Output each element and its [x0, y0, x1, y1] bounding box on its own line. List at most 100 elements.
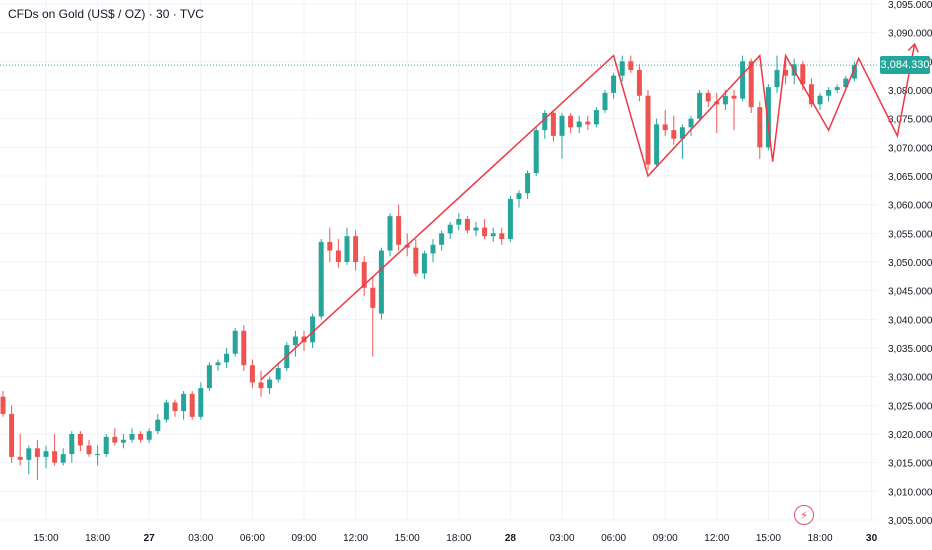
price-tick-label: 3,095.000 — [888, 0, 932, 11]
candle-body — [103, 436, 109, 455]
candle-body — [490, 233, 496, 237]
candle-body — [559, 115, 565, 136]
candle-body — [826, 90, 832, 96]
candle-body — [697, 92, 703, 119]
candle-body — [585, 121, 591, 125]
candle-body — [817, 95, 823, 105]
candle-body — [499, 233, 505, 240]
candle-body — [619, 61, 625, 76]
candle-body — [146, 431, 152, 440]
candle-body — [413, 247, 419, 274]
candle-body — [568, 115, 574, 128]
price-tick-label: 3,030.000 — [888, 373, 932, 384]
candle-body — [645, 95, 651, 165]
candle-body — [224, 353, 230, 363]
time-tick-label: 30 — [866, 533, 878, 544]
symbol-name: CFDs on Gold (US$ / OZ) — [8, 7, 146, 21]
candle-body — [421, 253, 427, 274]
candle-body — [120, 439, 126, 443]
candle-body — [232, 330, 238, 354]
candle-body — [722, 95, 728, 105]
time-axis-area — [0, 525, 878, 550]
price-tick-label: 3,075.000 — [888, 115, 932, 126]
candle-body — [112, 436, 118, 443]
candle-body — [464, 219, 470, 231]
candle-body — [353, 236, 359, 262]
candle-body — [77, 434, 83, 446]
price-tick-label: 3,040.000 — [888, 315, 932, 326]
time-tick-label: 27 — [144, 533, 156, 544]
time-tick-label: 15:00 — [756, 533, 781, 544]
candle-body — [602, 92, 608, 111]
candle-body — [636, 69, 642, 96]
candle-body — [671, 130, 677, 139]
candle-body — [52, 451, 58, 463]
price-tick-label: 3,010.000 — [888, 487, 932, 498]
candle-body — [95, 454, 101, 456]
time-tick-label: 15:00 — [395, 533, 420, 544]
candle-body — [163, 402, 169, 420]
price-tick-label: 3,080.000 — [888, 86, 932, 97]
candle-body — [662, 124, 668, 131]
candle-body — [688, 118, 694, 128]
candle-body — [800, 64, 806, 85]
candle-body — [808, 84, 814, 105]
candle-body — [69, 434, 75, 455]
candle-body — [344, 236, 350, 262]
candle-body — [851, 65, 857, 79]
price-tick-label: 3,045.000 — [888, 287, 932, 298]
price-tick-label: 3,090.000 — [888, 29, 932, 40]
price-tick-label: 3,050.000 — [888, 258, 932, 269]
candle-body — [267, 379, 273, 389]
candle-body — [17, 456, 23, 460]
candle-body — [748, 61, 754, 108]
time-tick-label: 12:00 — [704, 533, 729, 544]
candle-body — [550, 112, 556, 136]
projection-arrowhead — [907, 42, 919, 53]
candle-body — [249, 365, 255, 383]
price-tick-label: 3,020.000 — [888, 430, 932, 441]
candle-body — [34, 448, 40, 457]
candle-body — [834, 87, 840, 90]
time-tick-label: 06:00 — [240, 533, 265, 544]
lightning-icon[interactable]: ⚡ — [794, 505, 814, 525]
time-tick-label: 18:00 — [85, 533, 110, 544]
candle-body — [439, 233, 445, 245]
last-price-badge: 3,084.330 — [880, 56, 930, 75]
candle-body — [43, 451, 49, 457]
price-tick-label: 3,015.000 — [888, 459, 932, 470]
time-tick-label: 03:00 — [188, 533, 213, 544]
candle-body — [447, 224, 453, 234]
candle-body — [138, 434, 144, 440]
candle-body — [516, 193, 522, 199]
candle-body — [456, 219, 462, 225]
candle-body — [335, 250, 341, 262]
candle-body — [172, 402, 178, 412]
price-tick-label: 3,005.000 — [888, 516, 932, 527]
candle-body — [654, 124, 660, 165]
candle-body — [0, 396, 6, 414]
candle-body — [189, 393, 195, 417]
candle-body — [507, 198, 513, 240]
time-tick-label: 09:00 — [291, 533, 316, 544]
candle-body — [430, 244, 436, 254]
candle-body — [258, 382, 264, 389]
candle-body — [705, 92, 711, 102]
time-tick-label: 28 — [505, 533, 517, 544]
time-tick-label: 06:00 — [601, 533, 626, 544]
candle-body — [215, 362, 221, 366]
price-tick-label: 3,055.000 — [888, 229, 932, 240]
price-tick-label: 3,070.000 — [888, 143, 932, 154]
candle-body — [370, 287, 376, 308]
price-tick-label: 3,060.000 — [888, 201, 932, 212]
candle-body — [327, 241, 333, 251]
candle-body — [576, 121, 582, 128]
time-tick-label: 18:00 — [446, 533, 471, 544]
candle-body — [473, 227, 479, 231]
time-tick-label: 03:00 — [549, 533, 574, 544]
price-tick-label: 3,065.000 — [888, 172, 932, 183]
candle-body — [181, 393, 187, 412]
candle-body — [593, 110, 599, 125]
